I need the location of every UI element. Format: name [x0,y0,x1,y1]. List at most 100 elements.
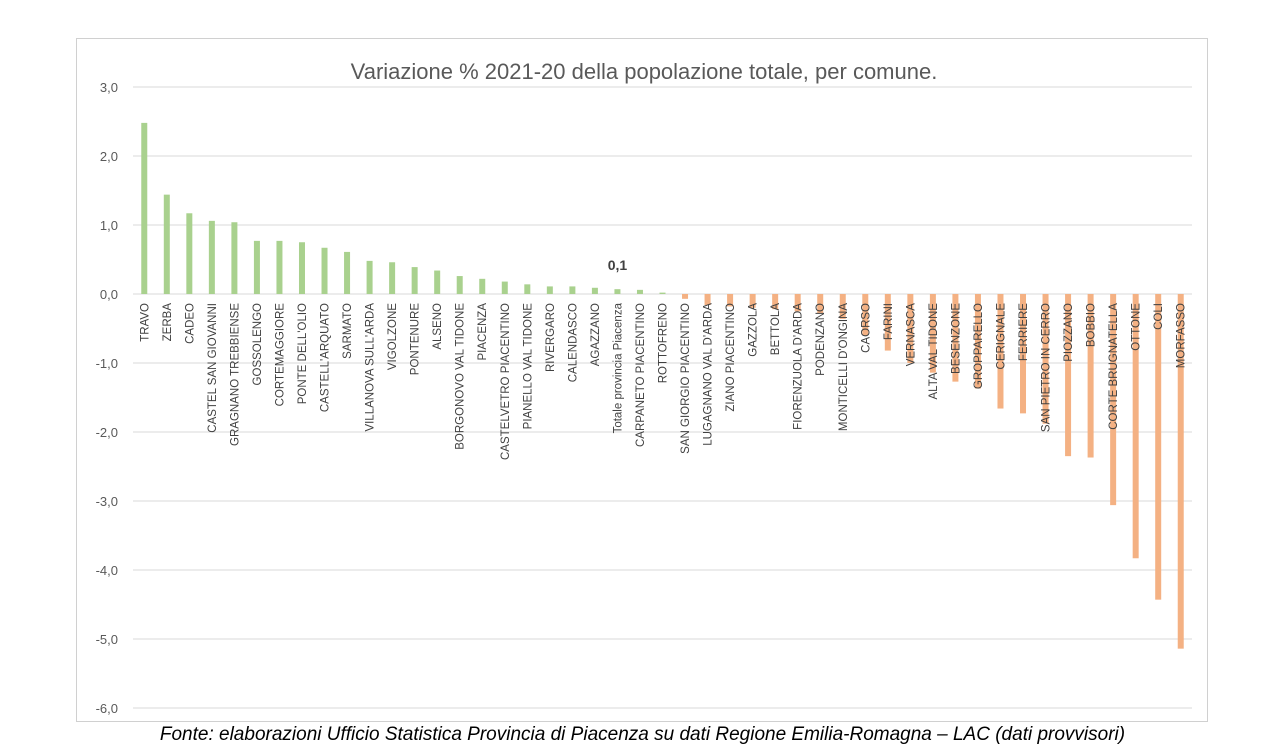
category-label: CASTEL SAN GIOVANNI [207,303,219,433]
y-tick-label: 2,0 [100,149,118,164]
data-label: 0,1 [608,257,628,273]
bar [682,294,689,299]
category-label: RIVERGARO [545,303,557,372]
category-label: VERNASCA [905,303,917,367]
category-label: OTTONE [1131,303,1143,351]
category-label: Totale provincia Piacenza [612,302,624,433]
bar [231,222,238,294]
category-label: ALSENO [432,303,444,350]
bar [366,260,373,294]
category-label: PONTE DELL'OLIO [297,303,309,404]
bar [839,294,846,319]
bar [884,294,891,351]
category-label: ALTA VAL TIDONE [928,303,940,400]
category-label: TRAVO [139,303,151,342]
category-label: VILLANOVA SULL'ARDA [365,303,377,432]
category-label: GOSSOLENGO [252,303,264,385]
category-label: PODENZANO [815,303,827,376]
bars [141,122,1184,649]
y-tick-label: 3,0 [100,80,118,95]
bar [659,292,666,294]
category-label: CERIGNALE [995,303,1007,370]
bar [794,294,801,312]
category-label: GAZZOLA [748,303,760,357]
category-label: GRAGNANO TREBBIENSE [229,303,241,446]
bar [929,294,936,373]
annotations: 0,1 [608,257,628,273]
category-label: CASTELVETRO PIACENTINO [500,303,512,460]
category-label: CASTELL'ARQUATO [320,303,332,412]
source-caption: Fonte: elaborazioni Ufficio Statistica P… [159,724,1126,745]
category-label: ROTTOFRENO [658,303,670,383]
category-label: SAN GIORGIO PIACENTINO [680,303,692,454]
bar [389,262,396,294]
category-label: PIANELLO VAL TIDONE [522,303,534,430]
bar [636,289,643,294]
bar [1132,294,1139,559]
bar [298,242,305,294]
category-label: CORTE BRUGNATELLA [1108,303,1120,430]
y-tick-label: -3,0 [96,494,118,509]
bar [456,276,463,294]
category-label: LUGAGNANO VAL D'ARDA [703,303,715,446]
bar [749,294,756,308]
bar [501,281,508,294]
bar [1020,294,1027,414]
y-tick-label: -1,0 [96,356,118,371]
bar [1155,294,1162,600]
bar [163,194,170,294]
bar [208,220,215,294]
category-label: CORTEMAGGIORE [274,303,286,407]
category-label: ZERBA [162,303,174,342]
category-label: MORFASSO [1176,303,1188,368]
bar [524,284,531,294]
bar [1177,294,1184,649]
bar [974,294,981,389]
bar [1042,294,1049,424]
y-tick-label: 0,0 [100,287,118,302]
bar [727,294,734,307]
category-label: PIOZZANO [1063,303,1075,362]
bar [479,278,486,294]
category-label: CAORSO [860,303,872,353]
bar [614,289,621,294]
y-tick-label: 1,0 [100,218,118,233]
bar [434,270,441,294]
chart-title: Variazione % 2021-20 della popolazione t… [351,59,938,84]
bar [1065,294,1072,457]
bar [1087,294,1094,458]
category-label: COLI [1153,303,1165,330]
bar [411,267,418,294]
bar [1110,294,1117,506]
category-labels: TRAVO ZERBA CADEO CASTEL SAN GIOVANNI GRAGNA… [139,302,1187,460]
category-label: GROPPARELLO [973,303,985,389]
bar [253,240,260,294]
category-label: BORGONOVO VAL TIDONE [455,303,467,450]
category-label: FARINI [883,303,895,340]
category-label: CADEO [184,303,196,344]
category-label: AGAZZANO [590,303,602,366]
category-label: SAN PIETRO IN CERRO [1041,303,1053,432]
bar [276,240,283,294]
category-label: FIORENZUOLA D'ARDA [793,303,805,430]
bar [817,294,824,314]
bar [321,247,328,294]
bar [344,251,351,294]
category-label: VIGOLZONE [387,303,399,370]
category-label: PONTENURE [410,303,422,376]
y-tick-label: -5,0 [96,632,118,647]
category-label: PIACENZA [477,303,489,361]
category-label: FERRIERE [1018,303,1030,361]
bar [952,294,959,382]
bar [569,286,576,294]
y-axis-ticks: 3,0 2,0 1,0 0,0 -1,0 -2,0 -3,0 -4,0 -5,0 -6,0 [96,80,118,716]
bar [704,294,711,306]
bar [862,294,869,336]
y-tick-label: -6,0 [96,701,118,716]
bar [186,213,193,294]
bar [591,287,598,294]
y-tick-label: -4,0 [96,563,118,578]
y-tick-label: -2,0 [96,425,118,440]
category-label: CALENDASCO [567,303,579,382]
category-label: BOBBIO [1086,303,1098,347]
